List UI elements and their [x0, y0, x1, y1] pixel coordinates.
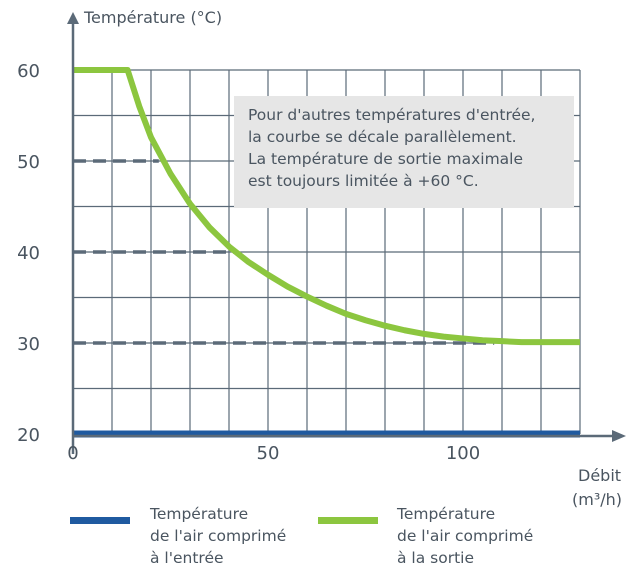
- y-axis-arrow: [67, 12, 79, 24]
- y-tick-label: 60: [17, 61, 40, 82]
- axes: [67, 12, 626, 454]
- y-axis-title: Température (°C): [84, 8, 223, 27]
- x-axis-title-line1: Débit: [578, 466, 622, 485]
- tick-labels: 20 30 40 50 60 0 50 100: [17, 61, 480, 464]
- x-axis-title-line2: (m³/h): [572, 490, 623, 509]
- reference-lines: [73, 159, 495, 345]
- y-tick-label: 40: [17, 243, 40, 264]
- y-tick-label: 20: [17, 425, 40, 446]
- x-axis-arrow: [612, 430, 626, 442]
- x-tick-label: 100: [446, 443, 480, 464]
- legend-swatch-outlet: [318, 517, 378, 524]
- annotation-box: Pour d'autres températures d'entrée, la …: [234, 96, 574, 208]
- legend-label-outlet-2: de l'air comprimé: [397, 527, 534, 545]
- x-tick-label: 50: [257, 443, 280, 464]
- y-tick-label: 30: [17, 334, 40, 355]
- series-line-outlet: [73, 67, 580, 346]
- legend-label-inlet-3: à l'entrée: [150, 549, 224, 567]
- legend-label-inlet-1: Température: [150, 505, 249, 523]
- legend-label-inlet-2: de l'air comprimé: [150, 527, 287, 545]
- legend-swatch-inlet: [70, 517, 130, 524]
- y-tick-label: 50: [17, 152, 40, 173]
- series-lines: [73, 67, 580, 438]
- annotation-line-4: est toujours limitée à +60 °C.: [248, 172, 479, 190]
- annotation-line-3: La température de sortie maximale: [248, 150, 524, 168]
- annotation-line-2: la courbe se décale parallèlement.: [248, 128, 517, 146]
- annotation-line-1: Pour d'autres températures d'entrée,: [248, 106, 536, 124]
- legend-label-outlet-3: à la sortie: [397, 549, 475, 567]
- x-tick-label: 0: [67, 443, 78, 464]
- legend-label-outlet-1: Température: [397, 505, 496, 523]
